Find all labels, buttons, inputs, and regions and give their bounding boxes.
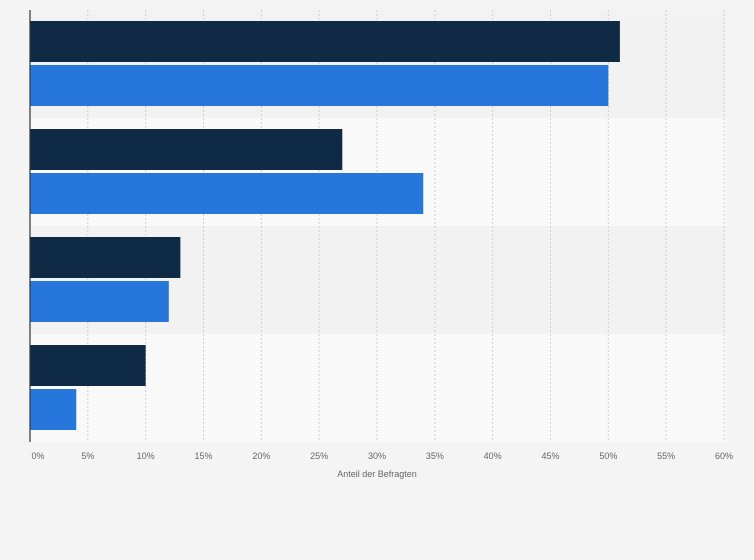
x-tick-label: 55% <box>657 451 675 461</box>
bar-series-1 <box>30 129 343 170</box>
x-axis-title: Anteil der Befragten <box>337 469 417 479</box>
bar-series-2 <box>30 65 609 106</box>
x-tick-label: 5% <box>81 451 94 461</box>
bars <box>30 21 620 430</box>
bar-series-2 <box>30 281 169 322</box>
x-tick-labels: 0% 5% 10% 15% 20% 25% 30% 35% 40% 45% 50% 55% 60% <box>31 451 733 461</box>
x-tick-label: 20% <box>252 451 270 461</box>
x-tick-label: 0% <box>31 451 44 461</box>
x-tick-label: 50% <box>599 451 617 461</box>
bar-series-2 <box>30 173 424 214</box>
x-tick-label: 15% <box>194 451 212 461</box>
x-tick-label: 35% <box>426 451 444 461</box>
bar-series-1 <box>30 237 181 278</box>
x-tick-label: 25% <box>310 451 328 461</box>
x-tick-label: 45% <box>541 451 559 461</box>
x-tick-label: 10% <box>137 451 155 461</box>
x-tick-label: 40% <box>484 451 502 461</box>
bar-series-1 <box>30 21 620 62</box>
x-tick-label: 30% <box>368 451 386 461</box>
x-tick-label: 60% <box>715 451 733 461</box>
bar-series-2 <box>30 389 77 430</box>
bar-series-1 <box>30 345 146 386</box>
